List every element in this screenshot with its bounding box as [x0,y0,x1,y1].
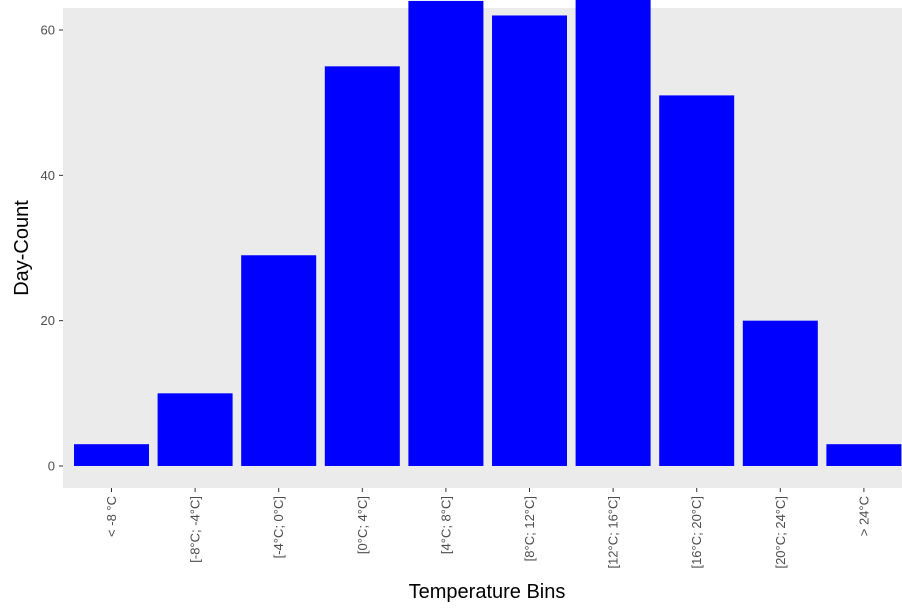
x-tick-label: < -8 °C [104,496,119,537]
x-axis-ticks: < -8 °C [-8°C; -4°C] [-4°C; 0°C] [0°C; 4°C]… [104,488,871,569]
bar [408,0,484,467]
x-tick-label: [0°C; 4°C] [355,496,370,554]
x-tick-label: [8°C; 12°C] [522,496,537,561]
y-tick-label: 40 [41,168,55,183]
y-tick-label: 20 [41,313,55,328]
x-tick-label: [4°C; 8°C] [438,496,453,554]
x-tick-label: [-8°C; -4°C] [188,496,203,563]
x-tick-label: [16°C; 20°C] [689,496,704,569]
x-tick-label: [-4°C; 0°C] [271,496,286,558]
bar [742,320,818,466]
y-axis-title: Day-Count [11,200,33,296]
bars [74,0,902,467]
bar [575,0,651,466]
bar [241,255,317,466]
x-axis-title: Temperature Bins [409,581,566,603]
bar [324,66,400,466]
bar [826,444,902,466]
bar [492,15,567,466]
y-tick-label: 0 [48,459,55,474]
bar [157,393,233,466]
bar [659,95,735,467]
x-tick-label: [12°C; 16°C] [606,496,621,569]
y-axis-ticks: 0 20 40 60 [41,23,63,474]
y-tick-label: 60 [41,23,55,38]
x-tick-label: > 24°C [856,496,871,536]
bar [74,444,149,466]
x-tick-label: [20°C; 24°C] [773,496,788,569]
